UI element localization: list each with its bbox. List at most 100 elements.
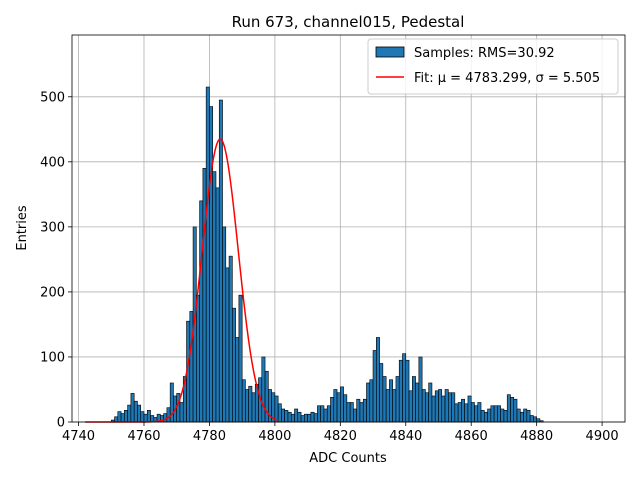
histogram-bar (451, 392, 456, 423)
histogram-bar (235, 337, 240, 423)
histogram-bar (529, 415, 534, 423)
y-axis-label: Entries (15, 205, 30, 251)
histogram-bar (114, 416, 119, 423)
x-tick-label: 4820 (324, 429, 357, 444)
histogram-bar (385, 389, 390, 423)
histogram-bar (346, 402, 351, 423)
histogram-bar (438, 389, 443, 423)
y-tick-label: 0 (57, 416, 65, 431)
grid (72, 35, 625, 423)
histogram-bar (448, 392, 452, 423)
histogram-bar (510, 396, 515, 423)
chart-title: Run 673, channel015, Pedestal (232, 13, 465, 31)
histogram-bar (146, 409, 151, 423)
legend-label-samples: Samples: RMS=30.92 (414, 46, 555, 61)
x-tick-label: 4740 (62, 429, 95, 444)
histogram-bar (261, 356, 266, 423)
histogram-bar (480, 409, 485, 423)
y-ticks: 0 100 200 300 400 500 (40, 90, 72, 431)
histogram-bar (349, 402, 354, 423)
histogram-bar (277, 403, 282, 423)
histogram-bar (369, 379, 374, 423)
histogram-bar (294, 408, 299, 423)
histogram-bar (218, 99, 223, 423)
legend-label-fit: Fit: μ = 4783.299, σ = 5.505 (414, 71, 600, 86)
histogram-bar (196, 294, 200, 423)
histogram-bar (464, 403, 469, 423)
histogram-bar (359, 402, 364, 423)
histogram-bar (533, 416, 537, 423)
histogram-bar (202, 168, 207, 423)
histogram-bar (251, 392, 256, 423)
histogram-bar (297, 411, 302, 423)
histogram-bar (490, 405, 495, 423)
histogram-bar (415, 382, 420, 423)
histogram-bar (500, 408, 505, 423)
histogram-bar (304, 413, 308, 423)
histogram-bar (425, 392, 429, 423)
y-tick-label: 300 (40, 220, 65, 235)
x-tick-label: 4780 (193, 429, 226, 444)
histogram-bar (382, 376, 387, 423)
histogram-bar (232, 307, 236, 423)
histogram-bar (241, 379, 246, 423)
histogram-bar (310, 411, 315, 423)
histogram-bar (408, 390, 413, 423)
histogram-bar (389, 379, 393, 423)
histogram-bar (117, 411, 122, 423)
x-tick-label: 4880 (520, 429, 553, 444)
y-tick-label: 500 (40, 90, 65, 105)
histogram-bar (418, 356, 423, 423)
histogram-bar (323, 408, 328, 423)
y-tick-label: 200 (40, 285, 65, 300)
histogram-bar (444, 389, 449, 423)
histogram-bar (228, 255, 233, 423)
histogram-bar (392, 389, 397, 423)
histogram-bar (526, 409, 531, 423)
x-tick-label: 4860 (455, 429, 488, 444)
histogram-bar (336, 392, 341, 423)
histogram-bar (281, 408, 285, 423)
histogram-bar (143, 413, 148, 423)
histogram-bar (457, 402, 462, 423)
histogram-bar (477, 402, 482, 423)
histogram-bar (343, 394, 348, 423)
histogram-bar (320, 405, 325, 423)
histogram-bar (353, 408, 357, 423)
histogram-bars (110, 86, 544, 423)
histogram-bar (284, 409, 289, 423)
histogram-bar (362, 398, 367, 423)
histogram-bar (326, 405, 331, 423)
histogram-bar (402, 353, 407, 423)
histogram-bar (215, 187, 220, 423)
histogram-bar (133, 400, 138, 423)
histogram-bar (238, 294, 243, 423)
histogram-bar (428, 382, 433, 423)
histogram-bar (441, 395, 446, 423)
histogram-bar (461, 398, 465, 423)
histogram-bar (176, 393, 181, 423)
histogram-bar (245, 389, 249, 423)
histogram-bar (225, 267, 230, 423)
legend: Samples: RMS=30.92 Fit: μ = 4783.299, σ … (367, 38, 619, 95)
histogram-bar (434, 390, 439, 423)
histogram-bar (163, 413, 168, 423)
histogram-bar (209, 106, 214, 423)
histogram-bar (395, 376, 400, 423)
legend-swatch-samples (375, 46, 405, 58)
y-tick-label: 400 (40, 155, 65, 170)
histogram-bar (536, 418, 541, 423)
histogram-bar (317, 405, 321, 423)
histogram-bar (454, 403, 459, 423)
x-tick-label: 4760 (127, 429, 160, 444)
histogram-bar (120, 413, 125, 423)
histogram-bar (431, 395, 436, 423)
histogram-bar (330, 396, 335, 423)
x-ticks: 4740 4760 4780 4800 4820 4840 4860 4880 4900 (62, 422, 619, 444)
histogram-bar (179, 402, 184, 423)
histogram-bar (467, 395, 472, 423)
histogram-bar (130, 393, 135, 423)
histogram-bar (124, 409, 128, 423)
histogram-bar (470, 402, 475, 423)
